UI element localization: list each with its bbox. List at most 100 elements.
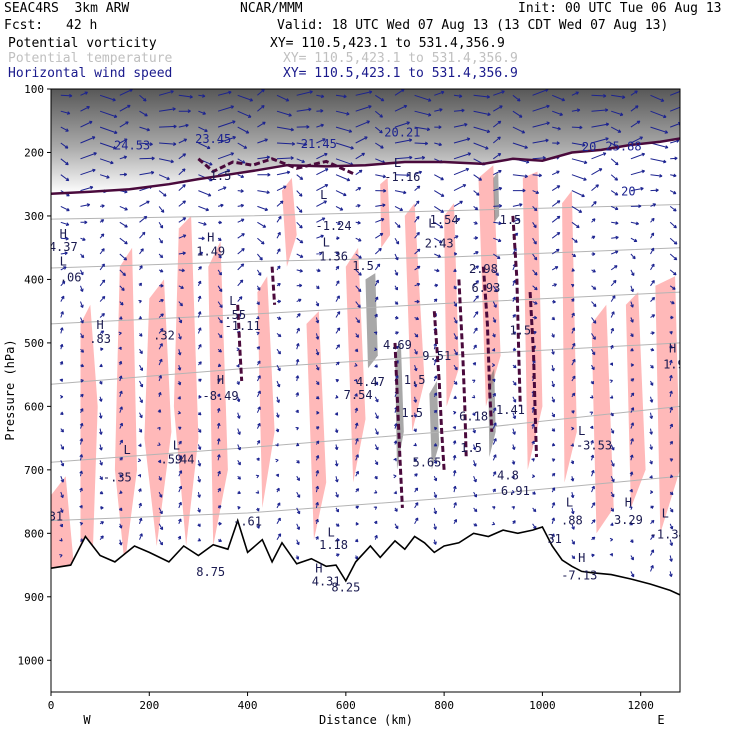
wind-vector-770 xyxy=(570,443,575,447)
annotation-17: 1.36 xyxy=(319,249,348,263)
wind-vector-188 xyxy=(178,301,183,307)
wind-vector-43 xyxy=(80,301,84,308)
pv-shaded-region-5 xyxy=(208,241,228,547)
wind-vector-656 xyxy=(492,422,497,429)
wind-vector-239 xyxy=(217,186,227,192)
wind-vector-273 xyxy=(237,263,245,271)
wind-vector-242 xyxy=(217,237,222,241)
wind-vector-180 xyxy=(178,168,186,176)
wind-vector-492 xyxy=(374,520,378,525)
wind-vector-798 xyxy=(589,411,594,415)
wind-vector-45 xyxy=(80,333,84,339)
y-tick-label-9: 1000 xyxy=(18,654,45,667)
wind-vector-117 xyxy=(139,94,147,102)
wind-vector-351 xyxy=(296,174,304,180)
wind-vector-917 xyxy=(669,359,673,366)
wind-vector-501 xyxy=(394,205,404,211)
wind-vector-925 xyxy=(669,491,674,496)
wind-vector-259 xyxy=(217,505,222,509)
wind-vector-928 xyxy=(669,539,674,546)
wind-vector-493 xyxy=(374,534,378,540)
wind-vector-498 xyxy=(394,155,413,160)
wind-vector-907 xyxy=(669,206,677,212)
wind-vector-248 xyxy=(217,333,223,339)
annotation-25: 2.98 xyxy=(469,262,498,276)
wind-vector-787 xyxy=(591,235,596,240)
terrain-fill xyxy=(51,520,680,692)
wind-vector-837 xyxy=(609,552,613,557)
wind-vector-529 xyxy=(414,200,420,207)
wind-vector-608 xyxy=(473,110,491,117)
wind-vector-135 xyxy=(139,380,144,388)
annotation-28: 1.5 xyxy=(509,324,531,338)
wind-vector-736 xyxy=(551,364,555,372)
wind-vector-405 xyxy=(335,94,347,99)
wind-vector-575 xyxy=(433,491,438,499)
wind-vector-149 xyxy=(159,142,177,146)
wind-vector-225 xyxy=(197,428,202,433)
wind-vector-876 xyxy=(650,203,657,207)
wind-vector-197 xyxy=(178,440,182,445)
annotation-58: 1.18 xyxy=(319,538,348,552)
y-tick-label-2: 300 xyxy=(24,210,44,223)
cloud-shaded-region-4 xyxy=(493,171,500,223)
wind-vector-8 xyxy=(60,221,70,226)
wind-vector-871 xyxy=(650,126,669,134)
annotation-27: 1.5 xyxy=(500,213,522,227)
wind-vector-752 xyxy=(571,158,588,165)
wind-vector-477 xyxy=(374,279,379,287)
wind-vector-83 xyxy=(99,475,103,481)
wind-vector-650 xyxy=(492,333,496,338)
wind-vector-764 xyxy=(571,342,576,350)
tropopause-line xyxy=(51,137,680,195)
wind-vector-393 xyxy=(315,364,320,371)
wind-vector-705 xyxy=(532,315,538,320)
x-tick-label-0: 0 xyxy=(48,699,55,712)
wind-vector-327 xyxy=(276,248,281,255)
annotation-8: 1.49 xyxy=(196,244,225,258)
wind-vector-9 xyxy=(60,236,69,241)
wind-vector-914 xyxy=(670,315,674,320)
wind-vector-733 xyxy=(551,316,556,321)
wind-vector-726 xyxy=(551,200,561,207)
pv-contour-5 xyxy=(528,292,538,458)
annotation-29: 9.51 xyxy=(422,349,451,363)
wind-vector-908 xyxy=(669,221,677,229)
wind-vector-901 xyxy=(670,106,680,112)
wind-vector-481 xyxy=(374,347,378,351)
wind-vector-362 xyxy=(296,343,300,350)
wind-vector-432 xyxy=(335,523,340,527)
wind-vector-361 xyxy=(296,327,300,334)
wind-vector-167 xyxy=(157,426,161,431)
wind-vector-763 xyxy=(571,327,576,334)
wind-vector-898 xyxy=(650,549,655,556)
wind-speed-label-6: 20 xyxy=(621,185,635,199)
annotation-54: H xyxy=(578,551,585,565)
wind-vector-312 xyxy=(256,457,260,461)
wind-vector-524 xyxy=(414,126,431,132)
wind-vector-185 xyxy=(178,251,186,256)
wind-vector-82 xyxy=(99,460,103,466)
wind-vector-778 xyxy=(591,93,607,98)
wind-vector-302 xyxy=(256,301,260,306)
wind-vector-775 xyxy=(571,523,575,530)
wind-vector-694 xyxy=(532,138,549,144)
wind-vector-441 xyxy=(355,187,362,192)
wind-vector-883 xyxy=(650,314,656,318)
wind-vector-769 xyxy=(571,426,575,431)
pv-shaded-region-18 xyxy=(655,276,680,534)
annotation-66: -.61 xyxy=(233,515,262,529)
wind-vector-663 xyxy=(512,94,521,102)
wind-vector-292 xyxy=(257,138,268,144)
wind-vector-563 xyxy=(433,298,438,303)
wind-vector-422 xyxy=(335,361,340,366)
wind-vector-50 xyxy=(79,408,84,413)
wind-vector-247 xyxy=(217,317,223,324)
wind-vector-421 xyxy=(335,344,340,350)
wind-vector-696 xyxy=(532,173,542,178)
wind-vector-613 xyxy=(473,190,480,196)
wind-vector-824 xyxy=(610,344,614,350)
wind-vector-651 xyxy=(491,348,496,352)
wind-vector-12 xyxy=(60,280,66,287)
annotation-43: 1.94 xyxy=(663,357,692,371)
